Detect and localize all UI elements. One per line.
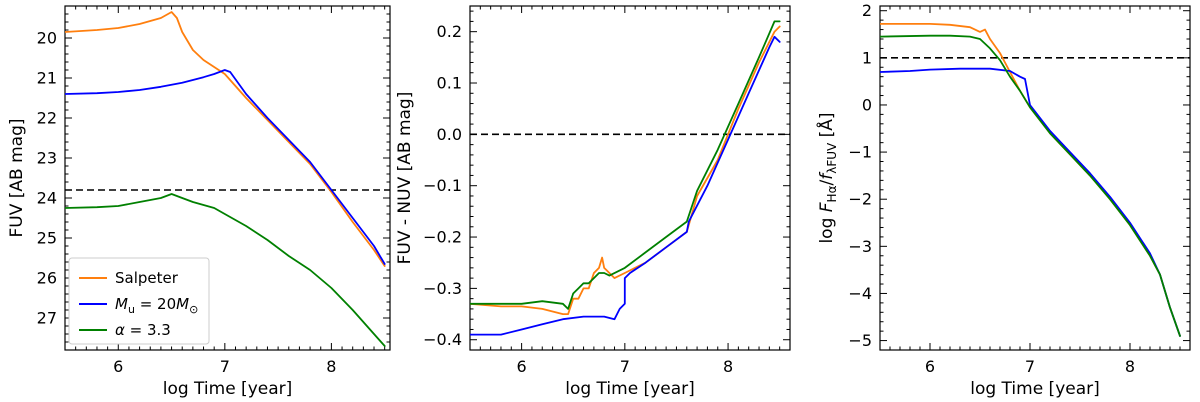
series-line-mu20-color — [470, 35, 781, 336]
y-tick-label: 20 — [37, 29, 57, 48]
y-tick-label: −0.1 — [423, 176, 462, 195]
x-tick-label: 7 — [1025, 357, 1035, 376]
panel-fuv-nuv-color: 6 7 8 −0.4 −0.3 −0.2 −0.1 0.0 0.1 0.2 log Time [ye… — [395, 5, 791, 399]
series-line-alpha33-ratio — [880, 34, 1181, 337]
x-tick-label: 6 — [517, 357, 527, 376]
y-tick-label: 0 — [862, 95, 872, 114]
y-tick-label: −3 — [848, 237, 872, 256]
legend: Salpeter Mu = 20M⊙ α = 3.3 — [68, 257, 210, 345]
series-line-salpeter-fuv — [65, 11, 386, 267]
x-tick-label: 7 — [620, 357, 630, 376]
y-tick-label: 27 — [37, 309, 57, 328]
y-axis-label: log FHα/fλFUV [Å] — [815, 112, 839, 243]
x-tick-label: 6 — [925, 357, 935, 376]
y-tick-label: −4 — [848, 284, 872, 303]
y-axis-label: FUV - NUV [AB mag] — [395, 92, 415, 265]
y-tick-label: 24 — [37, 189, 57, 208]
y-tick-label: 26 — [37, 269, 57, 288]
y-tick-label: −5 — [848, 331, 872, 350]
x-tick-label: 8 — [723, 357, 733, 376]
panel-halpha-fuv-ratio: 6 7 8 −5 −4 −3 −2 −1 0 1 2 log Time [year] log FHα/f… — [815, 1, 1191, 399]
legend-label-mu20: Mu = 20M⊙ — [115, 295, 198, 316]
x-axis-label: log Time [year] — [565, 379, 695, 399]
y-tick-label: 25 — [37, 229, 57, 248]
series-line-mu20-ratio — [880, 67, 1181, 337]
y-tick-label: −0.4 — [423, 330, 462, 349]
y-tick-label: −0.2 — [423, 228, 462, 247]
plot-frame — [64, 5, 391, 351]
series-line-alpha33-color — [470, 20, 781, 310]
series-line-alpha33-fuv — [65, 193, 386, 347]
legend-label-salpeter: Salpeter — [115, 269, 179, 287]
legend-box — [68, 257, 210, 345]
y-tick-label: 23 — [37, 149, 57, 168]
x-tick-label: 7 — [220, 357, 230, 376]
series-line-salpeter-color — [470, 25, 781, 315]
x-axis-label: log Time [year] — [163, 379, 293, 399]
y-tick-label: 21 — [37, 69, 57, 88]
x-tick-label: 8 — [326, 357, 336, 376]
y-tick-label: 0.0 — [437, 125, 462, 144]
y-tick-label: 1 — [862, 48, 872, 67]
y-tick-label: 22 — [37, 109, 57, 128]
y-tick-label: 2 — [862, 1, 872, 20]
legend-label-alpha33: α = 3.3 — [115, 321, 171, 339]
x-tick-label: 6 — [113, 357, 123, 376]
plot-frame — [879, 5, 1191, 351]
y-tick-label: 0.1 — [437, 74, 462, 93]
y-tick-label: −0.3 — [423, 279, 462, 298]
series-line-mu20-fuv — [65, 69, 386, 265]
plot-frame — [469, 5, 791, 351]
y-axis-label: FUV [AB mag] — [7, 119, 27, 238]
y-tick-label: −2 — [848, 190, 872, 209]
x-tick-label: 8 — [1125, 357, 1135, 376]
y-tick-label: 0.2 — [437, 22, 462, 41]
y-tick-label: −1 — [848, 143, 872, 162]
panel-fuv-magnitude: 6 7 8 20 21 22 23 24 25 26 27 log Time [year] FUV [A… — [7, 5, 391, 399]
x-axis-label: log Time [year] — [970, 379, 1100, 399]
